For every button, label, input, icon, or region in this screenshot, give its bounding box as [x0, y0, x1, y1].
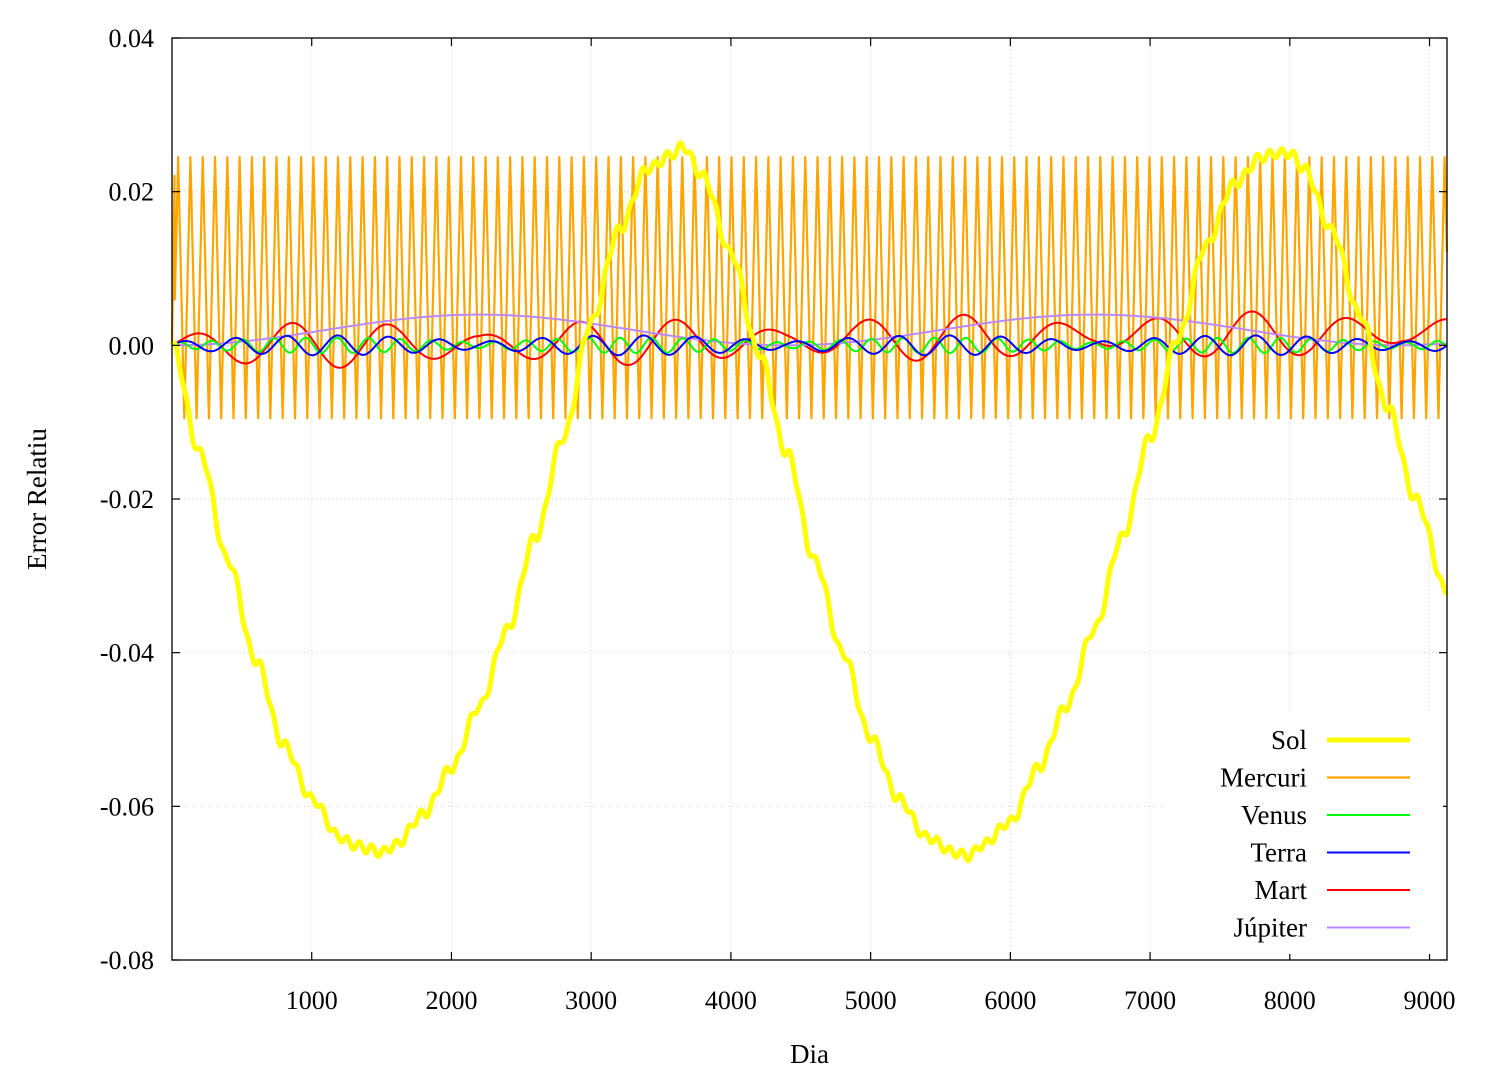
- x-tick-label: 9000: [1404, 986, 1456, 1015]
- y-tick-label: -0.04: [100, 639, 154, 668]
- x-tick-label: 6000: [984, 986, 1036, 1015]
- series-line-4: [171, 334, 1447, 357]
- y-tick-label: -0.02: [100, 485, 154, 514]
- legend-label: Mart: [1255, 875, 1308, 905]
- legend-label: Júpiter: [1234, 913, 1308, 943]
- x-tick-label: 5000: [845, 986, 897, 1015]
- y-tick-label: 0.04: [109, 24, 155, 53]
- x-tick-label: 2000: [425, 986, 477, 1015]
- y-axis-label: Error Relatiu: [22, 428, 52, 570]
- legend: Sol Mercuri Venus Terra Mart Júpiter: [1168, 714, 1443, 954]
- legend-label: Sol: [1271, 725, 1307, 755]
- x-tick-label: 8000: [1264, 986, 1316, 1015]
- y-tick-label: -0.08: [100, 946, 154, 975]
- y-tick-label: 0.00: [109, 331, 155, 360]
- tick-labels: 1000 2000 3000 4000 5000 6000 7000 8000 9000 0.04…: [100, 24, 1456, 1015]
- x-tick-label: 3000: [565, 986, 617, 1015]
- series-layer: [169, 140, 1449, 864]
- x-axis-label: Dia: [790, 1039, 829, 1069]
- x-tick-label: 4000: [705, 986, 757, 1015]
- legend-label: Venus: [1241, 800, 1307, 830]
- x-tick-label: 1000: [286, 986, 338, 1015]
- y-tick-label: 0.02: [109, 178, 155, 207]
- legend-label: Mercuri: [1220, 763, 1307, 793]
- legend-label: Terra: [1250, 838, 1307, 868]
- series-line-2: [170, 156, 1448, 420]
- legend-background: [1168, 714, 1443, 954]
- series-line-5: [171, 310, 1447, 369]
- y-tick-label: -0.06: [100, 792, 154, 821]
- series-line-1: [169, 140, 1449, 864]
- x-tick-label: 7000: [1124, 986, 1176, 1015]
- series-line-3: [171, 336, 1448, 354]
